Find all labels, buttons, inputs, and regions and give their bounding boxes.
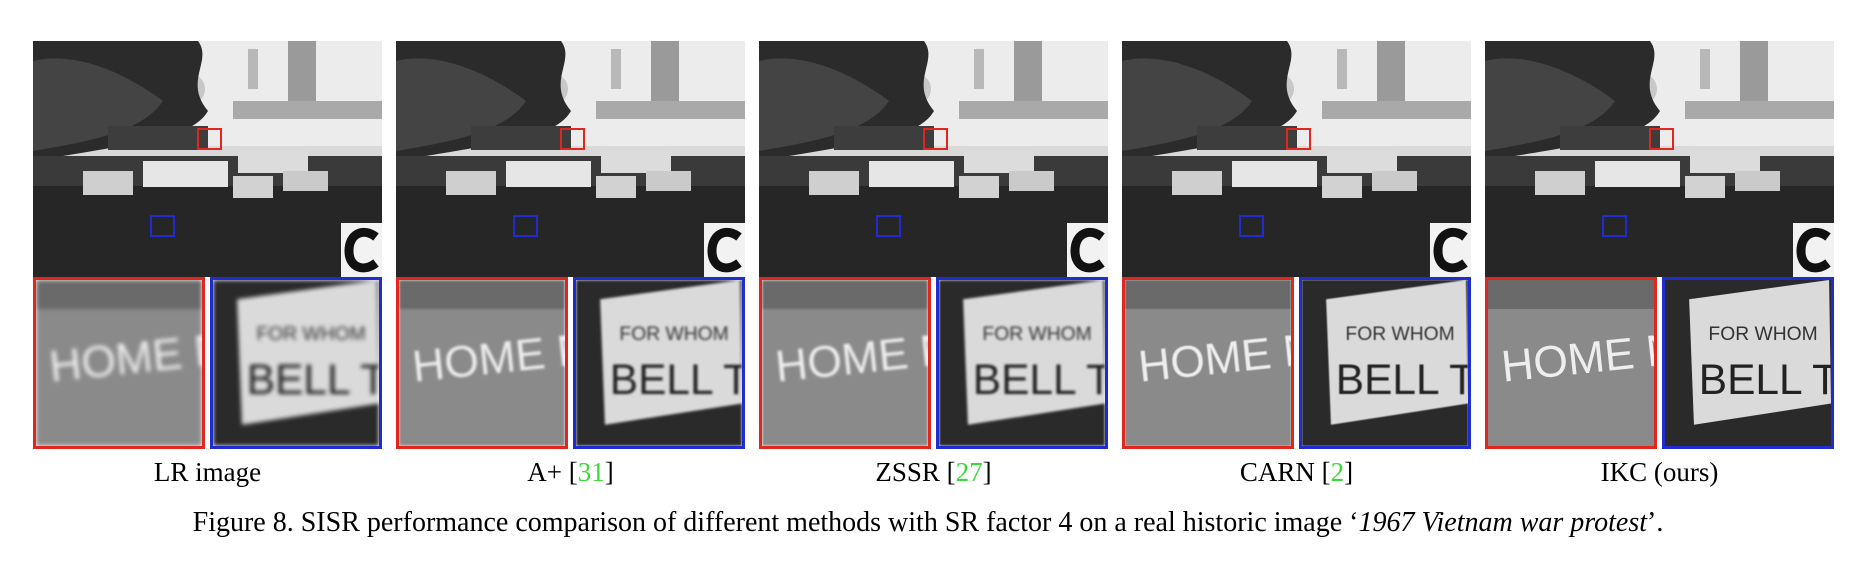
- zoom-crop-blue: [1299, 277, 1471, 449]
- zoom-crop-red: [1122, 277, 1294, 449]
- protest-photo: [33, 41, 382, 277]
- zoom-crop-red: [759, 277, 931, 449]
- panel-label: A+ [31]: [527, 457, 614, 487]
- protest-photo: [1122, 41, 1471, 277]
- zoom-crop-red: [1485, 277, 1657, 449]
- citation-link[interactable]: 27: [955, 457, 983, 487]
- citation-link[interactable]: 31: [577, 457, 605, 487]
- zoom-crop-blue: [1662, 277, 1834, 449]
- figure-caption: Figure 8. SISR performance comparison of…: [192, 507, 1664, 538]
- zoom-crop-blue: [936, 277, 1108, 449]
- panel-ikc: [1485, 41, 1834, 451]
- panel-label: ZSSR [27]: [875, 457, 992, 487]
- protest-photo: [396, 41, 745, 277]
- panel-carn: [1122, 41, 1471, 451]
- zoom-crop-blue: [210, 277, 382, 449]
- panel-label: CARN [2]: [1239, 457, 1354, 487]
- zoom-crop-red: [396, 277, 568, 449]
- panel-lr-image: [33, 41, 382, 451]
- panel-label: LR image: [153, 457, 262, 487]
- panel-zssr: [759, 41, 1108, 451]
- citation-link[interactable]: 2: [1330, 457, 1345, 487]
- protest-photo: [759, 41, 1108, 277]
- protest-photo: [1485, 41, 1834, 277]
- panel-label: IKC (ours): [1600, 457, 1719, 487]
- zoom-crop-red: [33, 277, 205, 449]
- zoom-crop-blue: [573, 277, 745, 449]
- panel-a-plus: [396, 41, 745, 451]
